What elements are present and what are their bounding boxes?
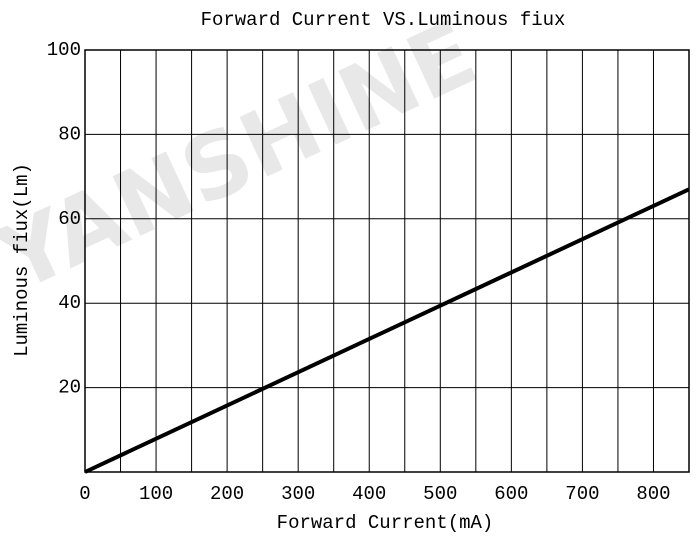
x-tick-label: 800 xyxy=(636,483,670,505)
x-tick-label: 200 xyxy=(210,483,244,505)
data-line xyxy=(84,187,690,474)
x-tick-label: 0 xyxy=(79,483,90,505)
x-tick-label: 700 xyxy=(565,483,599,505)
y-axis-label: Luminous fiux(Lm) xyxy=(11,163,33,357)
x-tick-label: 600 xyxy=(494,483,528,505)
y-tick-label: 60 xyxy=(58,208,81,230)
x-tick-label: 100 xyxy=(139,483,173,505)
y-tick-label: 100 xyxy=(47,39,81,61)
x-tick-label: 300 xyxy=(281,483,315,505)
x-tick-label: 500 xyxy=(423,483,457,505)
x-tick-label: 400 xyxy=(352,483,386,505)
y-tick-label: 40 xyxy=(58,292,81,314)
chart-title: Forward Current VS.Luminous fiux xyxy=(201,9,566,31)
x-axis-label: Forward Current(mA) xyxy=(277,512,494,534)
y-tick-label: 80 xyxy=(58,123,81,145)
y-tick-label: 20 xyxy=(58,377,81,399)
